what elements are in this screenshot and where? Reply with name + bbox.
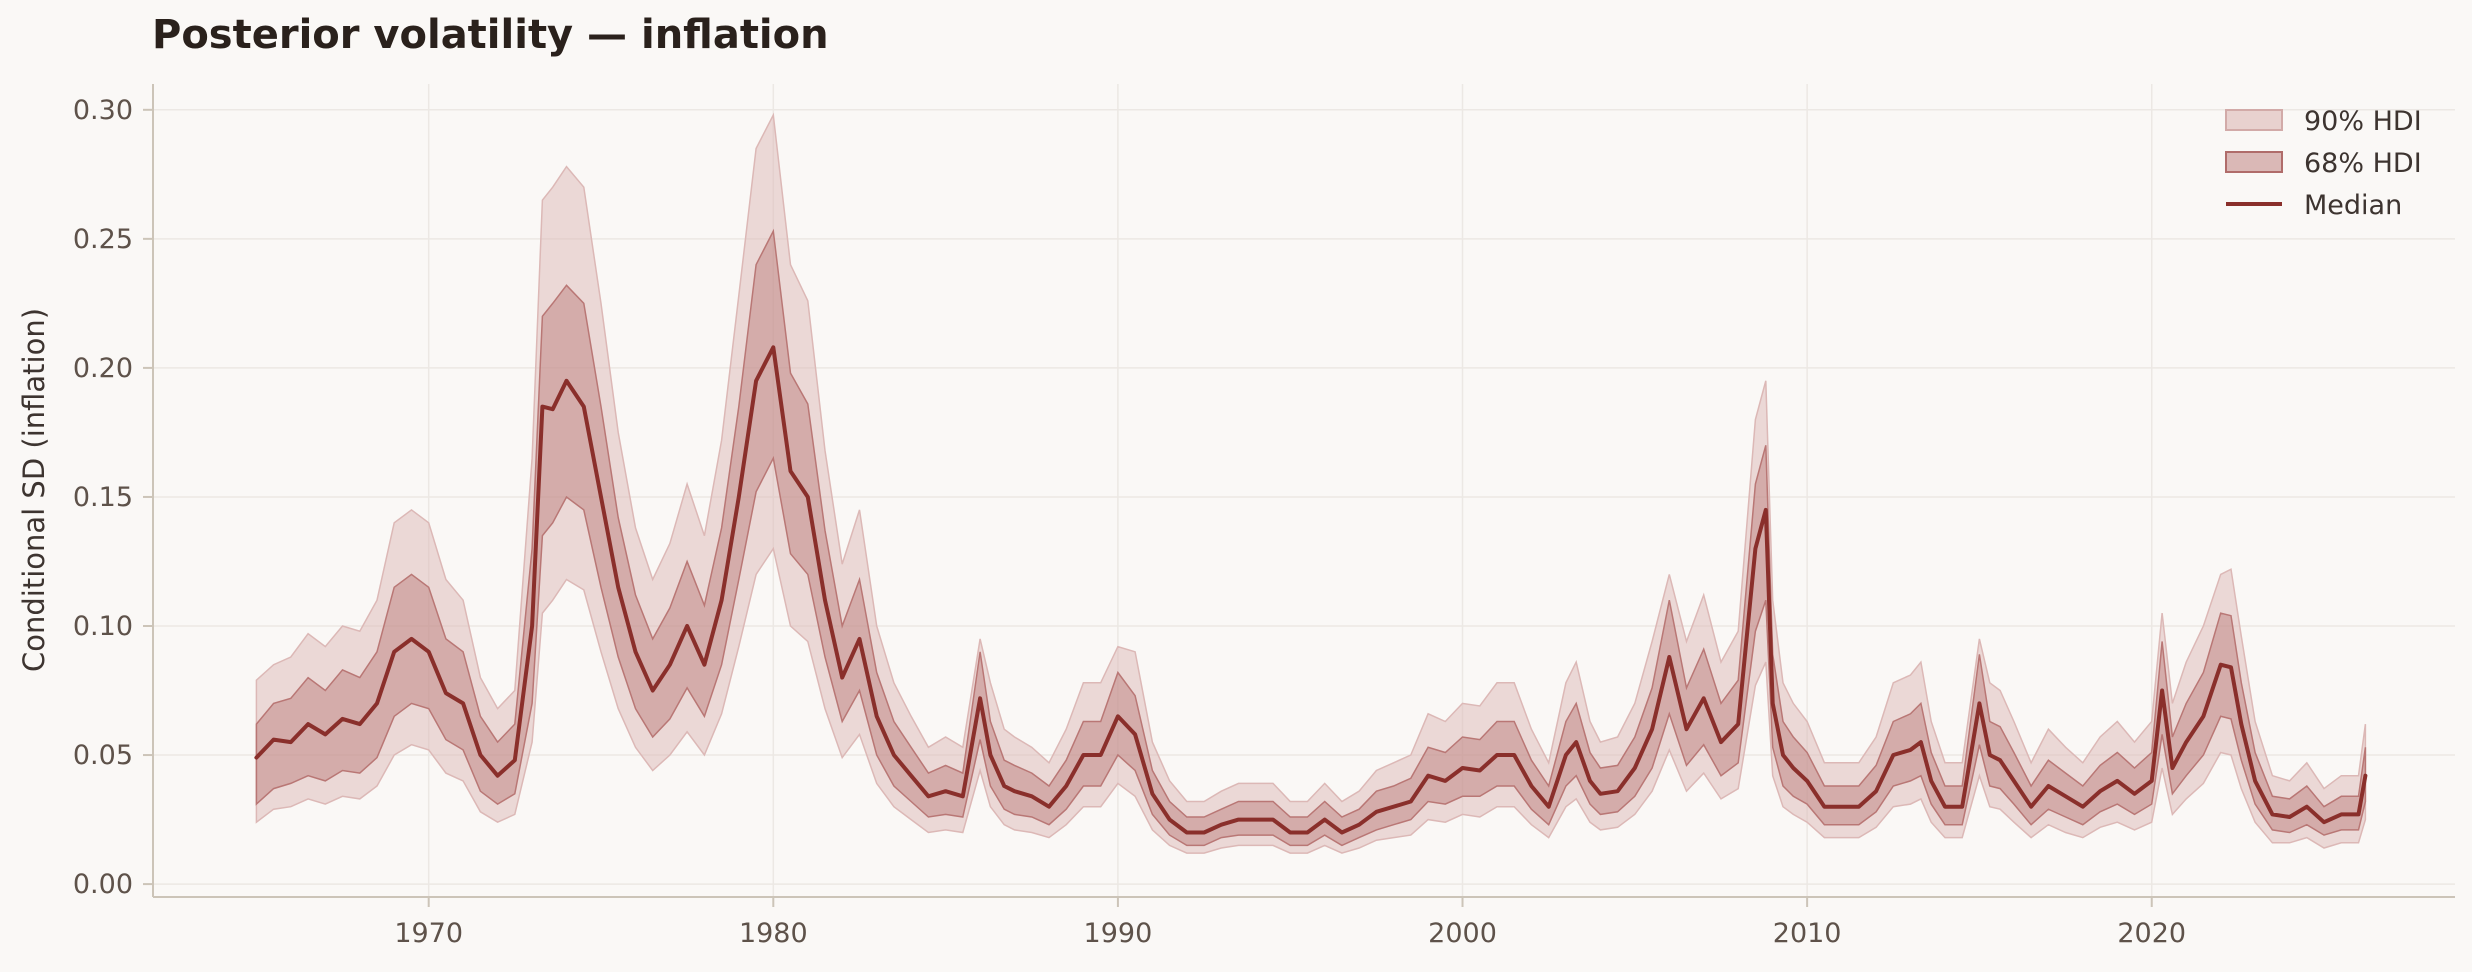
y-tick-label: 0.10: [73, 611, 133, 642]
y-ticks: 0.00 0.05 0.10 0.15 0.20 0.25 0.30: [73, 95, 153, 900]
y-tick-label: 0.00: [73, 869, 133, 900]
y-tick-label: 0.30: [73, 95, 133, 126]
legend-label-68-hdi: 68% HDI: [2304, 148, 2422, 179]
median-lines: [254, 345, 2368, 835]
y-tick-label: 0.20: [73, 353, 133, 384]
x-tick-label: 1970: [394, 918, 463, 949]
x-tick-label: 2000: [1428, 918, 1497, 949]
chart-title: Posterior volatility — inflation: [152, 12, 829, 58]
y-tick-label: 0.15: [73, 482, 133, 513]
legend-swatch-90-hdi: [2225, 109, 2283, 131]
x-tick-label: 1980: [739, 918, 808, 949]
y-tick-label: 0.05: [73, 740, 133, 771]
hdi-bands: [255, 112, 2367, 854]
legend-label-90-hdi: 90% HDI: [2304, 106, 2422, 137]
legend-label-median: Median: [2304, 190, 2402, 221]
legend-swatch-68-hdi: [2225, 151, 2283, 173]
x-tick-label: 1990: [1084, 918, 1153, 949]
hdi-68-band: [255, 228, 2367, 847]
hdi-90-band: [255, 112, 2367, 854]
x-tick-label: 2020: [2117, 918, 2186, 949]
y-axis-label: Conditional SD (inflation): [17, 308, 51, 672]
median-line: [254, 345, 2368, 835]
x-tick-label: 2010: [1773, 918, 1842, 949]
y-tick-label: 0.25: [73, 224, 133, 255]
x-ticks: 1970 1980 1990 2000 2010 2020: [394, 897, 2186, 949]
legend: 90% HDI 68% HDI Median: [2225, 106, 2422, 221]
